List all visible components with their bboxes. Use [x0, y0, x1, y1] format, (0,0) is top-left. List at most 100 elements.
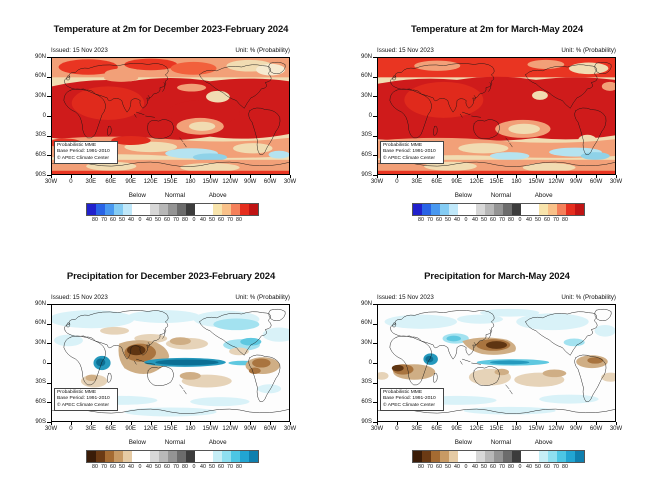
x-axis-tick [556, 175, 558, 178]
colorbar-cell [123, 451, 132, 462]
issued-label: Issued: 15 Nov 2023 [377, 294, 434, 301]
y-axis-tick-label: 60N [34, 320, 46, 327]
y-axis-tick [373, 304, 377, 305]
y-axis-tick [47, 57, 51, 58]
inset-credit-line: © APEC Climate Center [383, 155, 435, 161]
panel-precipitation-mam: Precipitation for March-May 2024 Issued:… [326, 247, 650, 491]
inset-credit-line: Base Period: 1991-2010 [383, 396, 436, 402]
x-axis-tick [270, 422, 272, 425]
x-axis-tick-label: 150E [163, 426, 178, 432]
colorbar-cell [249, 451, 258, 462]
x-axis-tick [516, 422, 518, 425]
colorbar-tick-value: 40 [454, 217, 460, 223]
colorbar-cell [150, 451, 159, 462]
y-axis-tick-label: 90S [35, 418, 46, 425]
x-axis-tick [90, 175, 92, 178]
x-axis-tick [576, 175, 578, 178]
y-axis-tick [373, 155, 377, 157]
y-axis-tick-label: 30N [34, 339, 46, 346]
x-axis-tick [516, 175, 518, 178]
colorbar-cell [449, 204, 458, 215]
x-axis-tick-label: 30W [44, 426, 58, 432]
y-axis-tick [373, 57, 377, 58]
colorbar-cell [213, 451, 222, 462]
y-axis-tick-label: 60N [360, 73, 372, 80]
colorbar-cell [114, 451, 123, 462]
y-axis-tick-label: 60N [360, 320, 372, 327]
x-axis-tick [290, 175, 291, 178]
colorbar-cell [150, 204, 159, 215]
y-axis-tick-label: 0 [42, 359, 46, 366]
y-axis-tick [47, 382, 51, 384]
colorbar-tick-value: 0 [464, 217, 468, 223]
colorbar-tick-value: 70 [553, 217, 559, 223]
colorbar-section-labels: Below Normal Above [412, 192, 583, 200]
x-axis-tick [230, 175, 232, 178]
colorbar-cell [503, 451, 512, 462]
x-axis-tick-label: 30E [85, 179, 97, 185]
y-axis-tick-label: 30S [35, 379, 46, 386]
colorbar-cell [177, 451, 186, 462]
inset-credit-line: © APEC Climate Center [383, 402, 435, 408]
colorbar-tick-value: 80 [562, 217, 568, 223]
inset-credit-line: © APEC Climate Center [57, 155, 109, 161]
x-axis-tick [396, 175, 398, 178]
x-axis-tick-label: 60E [431, 426, 443, 432]
y-axis-tick-label: 30S [361, 132, 372, 139]
x-axis-tick-label: 150E [489, 179, 504, 185]
x-axis-tick [90, 422, 92, 425]
x-axis-tick-label: 150W [528, 426, 545, 432]
colorbar-cell [249, 204, 258, 215]
colorbar-tick-values: 80 70 60 50 40 0 40 50 60 70 80 0 40 50 60 70 80 [412, 464, 583, 471]
colorbar-cell [575, 451, 584, 462]
colorbar-tick-value: 70 [101, 217, 107, 223]
panel-title: Temperature at 2m for March-May 2024 [410, 24, 584, 35]
x-axis-tick [377, 175, 378, 178]
x-axis-tick [110, 175, 112, 178]
unit-label: Unit: % (Probability) [561, 294, 616, 301]
x-axis-tick-label: 90W [569, 426, 583, 432]
colorbar-cell [557, 204, 566, 215]
y-axis-tick-label: 90S [35, 171, 46, 178]
colorbar-cell [186, 204, 195, 215]
colorbar-cell [566, 451, 575, 462]
colorbar-tick-value: 60 [544, 217, 550, 223]
colorbar-cell [114, 204, 123, 215]
colorbar-tick-value: 40 [146, 217, 152, 223]
inset-credit-line: Probabilistic MME [383, 390, 423, 395]
map-inset-credits: Probabilistic MME Base Period: 1991-2010 ©… [380, 141, 444, 165]
panel-title: Temperature at 2m for December 2023-Febr… [53, 24, 289, 35]
world-map-precipitation-djf [52, 305, 289, 421]
colorbar-cell [141, 204, 150, 215]
x-axis-tick [536, 175, 538, 178]
y-axis-tick-label: 0 [368, 112, 372, 119]
colorbar-tick-value: 0 [192, 217, 196, 223]
y-axis-tick-label: 90N [34, 53, 46, 60]
colorbar-tick-value: 60 [218, 464, 224, 470]
colorbar-tick-value: 0 [138, 217, 142, 223]
unit-label: Unit: % (Probability) [235, 47, 290, 54]
colorbar-tick-values: 80 70 60 50 40 0 40 50 60 70 80 0 40 50 60 70 80 [86, 464, 257, 471]
colorbar-tick-value: 40 [146, 464, 152, 470]
colorbar-cell [476, 204, 485, 215]
colorbar-tick-value: 70 [227, 217, 233, 223]
x-axis-tick-label: 30W [283, 426, 297, 432]
x-axis-tick-label: 90E [125, 179, 136, 185]
x-axis-tick-label: 30W [283, 179, 297, 185]
unit-label: Unit: % (Probability) [561, 47, 616, 54]
colorbar-tick-value: 80 [418, 464, 424, 470]
colorbar-cell [222, 451, 231, 462]
x-axis-tick-label: 150W [202, 179, 219, 185]
colorbar-cell [141, 451, 150, 462]
colorbar-cell [240, 204, 249, 215]
colorbar-tick-value: 60 [544, 464, 550, 470]
colorbar-tick-values: 80 70 60 50 40 0 40 50 60 70 80 0 40 50 60 70 80 [412, 217, 583, 224]
colorbar-tick-value: 40 [200, 464, 206, 470]
x-axis-tick [130, 175, 132, 178]
x-axis-tick-label: 60W [263, 426, 277, 432]
x-axis-tick-label: 180 [185, 179, 196, 185]
x-axis-tick-label: 60E [105, 179, 117, 185]
y-axis-tick-label: 30N [360, 92, 372, 99]
x-axis-tick-label: 0 [69, 426, 73, 432]
colorbar-cell [548, 204, 557, 215]
